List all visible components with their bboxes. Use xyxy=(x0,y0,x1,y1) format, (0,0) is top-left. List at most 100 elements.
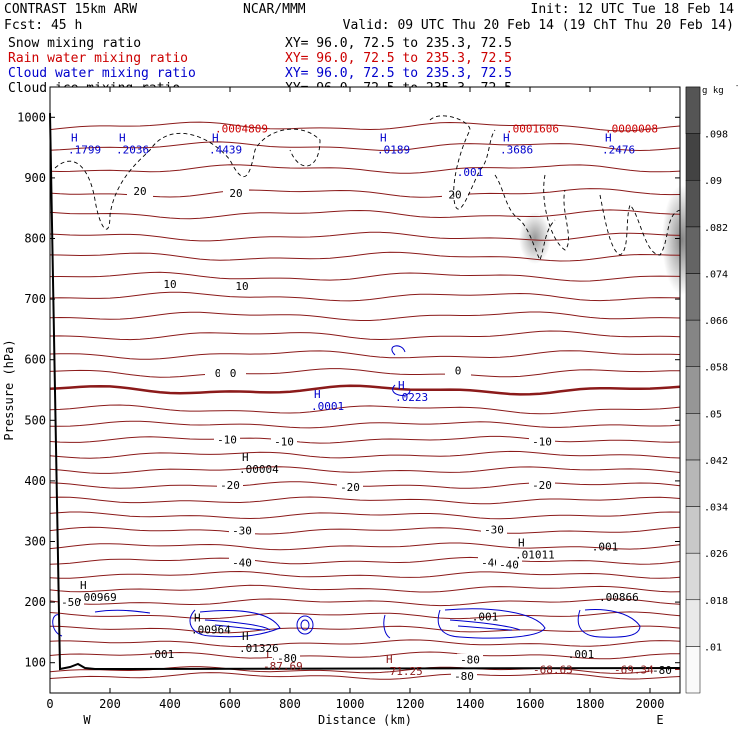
contour-label-bg xyxy=(220,367,246,380)
field-name-2: Rain water mixing ratio xyxy=(8,51,188,66)
y-tick-label: 700 xyxy=(24,292,46,306)
temperature-contour xyxy=(49,651,680,660)
extremum-value: .01011 xyxy=(515,548,555,561)
temperature-contour xyxy=(49,496,681,505)
temperature-contour xyxy=(49,231,681,242)
temperature-contour-label: -50 xyxy=(61,596,81,609)
colorbar-cell xyxy=(685,646,701,694)
extremum-marker: H xyxy=(80,579,87,592)
cloud-water-contour xyxy=(449,619,521,631)
ice-snow-contour xyxy=(429,115,496,210)
temperature-contour xyxy=(49,404,681,415)
temperature-contour xyxy=(49,420,681,429)
temperature-contour xyxy=(49,291,681,302)
temperature-contour xyxy=(49,384,681,396)
temperature-contour-label: 0 xyxy=(455,365,462,378)
contour-label-bg xyxy=(496,558,522,571)
temperature-contour xyxy=(49,466,681,474)
extremum-marker: H xyxy=(605,132,612,145)
extremum-marker: H xyxy=(518,536,525,549)
init-time: Init: 12 UTC Tue 18 Feb 14 xyxy=(531,2,735,17)
temperature-contour-label: -20 xyxy=(220,479,240,492)
temperature-contour xyxy=(49,435,681,444)
colorbar-cell xyxy=(685,86,701,134)
y-tick-label: 200 xyxy=(24,595,46,609)
colorbar-tick-label: .042 xyxy=(704,456,728,467)
temperature-contour-label: 20 xyxy=(448,188,461,201)
contour-label-bg xyxy=(442,188,468,201)
temperature-contour xyxy=(49,251,681,262)
extremum-value: -71.25 xyxy=(383,665,423,678)
temperature-contour-label: -30 xyxy=(484,523,504,536)
x-tick-label: 400 xyxy=(159,697,181,711)
temperature-contour-label: -80 xyxy=(454,670,474,683)
ice-snow-contour xyxy=(54,128,321,230)
temperature-contour-label: 10 xyxy=(163,278,176,291)
extremum-value: .0000008 xyxy=(605,122,658,135)
field-name-3: Cloud water mixing ratio xyxy=(8,66,196,81)
temperature-contour-label: 10 xyxy=(235,280,248,293)
temperature-contour xyxy=(49,672,681,680)
temperature-contour-label: 20 xyxy=(133,185,146,198)
contour-label-bg xyxy=(649,663,675,676)
temperature-contour xyxy=(49,368,681,378)
contour-value-label: .001 xyxy=(472,610,499,623)
field-xy-3: XY= 96.0, 72.5 to 235.3, 72.5 xyxy=(285,66,512,81)
colorbar-tick-label: .01 xyxy=(704,642,722,653)
contour-label-bg xyxy=(529,435,555,448)
contour-label-bg xyxy=(223,187,249,200)
colorbar-unit: g kg xyxy=(702,86,724,96)
contour-label-bg xyxy=(481,523,507,536)
cloud-water-contour xyxy=(300,619,310,631)
x-tick-label: 0 xyxy=(46,697,53,711)
contour-label-bg xyxy=(445,364,471,377)
cloud-water-contour xyxy=(296,615,314,635)
colorbar-tick-label: .034 xyxy=(704,503,728,514)
extremum-value: .4439 xyxy=(209,144,242,157)
temperature-contour xyxy=(49,209,681,220)
temperature-contour-label: 20 xyxy=(229,187,242,200)
x-tick-label: 1600 xyxy=(516,697,545,711)
valid-time: Valid: 09 UTC Thu 20 Feb 14 (19 ChT Thu … xyxy=(343,18,734,33)
y-tick-label: 100 xyxy=(24,656,46,670)
temperature-contour xyxy=(49,556,681,565)
forecast-hour: Fcst: 45 h xyxy=(4,18,82,33)
cloud-water-contour xyxy=(383,614,391,639)
extremum-value: .00969 xyxy=(77,591,117,604)
contour-label-bg xyxy=(529,479,555,492)
temperature-contour xyxy=(49,121,681,132)
colorbar-tick-label: .066 xyxy=(704,316,728,327)
colorbar-cell xyxy=(685,179,701,228)
temperature-contour xyxy=(49,164,681,174)
y-tick-label: 400 xyxy=(24,474,46,488)
colorbar-unit-exponent: -1 xyxy=(735,82,740,90)
x-tick-label: 600 xyxy=(219,697,241,711)
temperature-contour-label: 0 xyxy=(230,367,237,380)
colorbar-tick-label: .05 xyxy=(704,409,722,420)
contour-label-bg xyxy=(214,433,240,446)
extremum-value: -68.63 xyxy=(533,664,573,677)
terrain-line xyxy=(49,113,681,671)
extremum-value: .2036 xyxy=(116,144,149,157)
contour-value-label: .001 xyxy=(457,166,484,179)
extremum-value: -69.34 xyxy=(614,664,654,677)
extremum-value: .01326 xyxy=(239,642,279,655)
temperature-contour-label: -20 xyxy=(532,479,552,492)
temperature-contour-label: -20 xyxy=(340,481,360,494)
contour-value-label: .001 xyxy=(568,648,595,661)
temperature-contour-label: -10 xyxy=(217,434,237,447)
field-xy-2: XY= 96.0, 72.5 to 235.3, 72.5 xyxy=(285,51,512,66)
x-tick-label: 800 xyxy=(279,697,301,711)
extremum-value: .0189 xyxy=(377,144,410,157)
extremum-marker: H xyxy=(380,132,387,145)
temperature-contour xyxy=(49,584,681,593)
extremum-marker: H xyxy=(398,379,405,392)
colorbar-tick-label: .074 xyxy=(704,269,728,280)
extremum-marker: H xyxy=(212,132,219,145)
temperature-contour xyxy=(49,526,681,535)
temperature-contour-label: -40 xyxy=(481,557,501,570)
temperature-contour xyxy=(49,481,681,489)
contour-label-bg xyxy=(457,653,483,666)
x-tick-label: 1000 xyxy=(336,697,365,711)
